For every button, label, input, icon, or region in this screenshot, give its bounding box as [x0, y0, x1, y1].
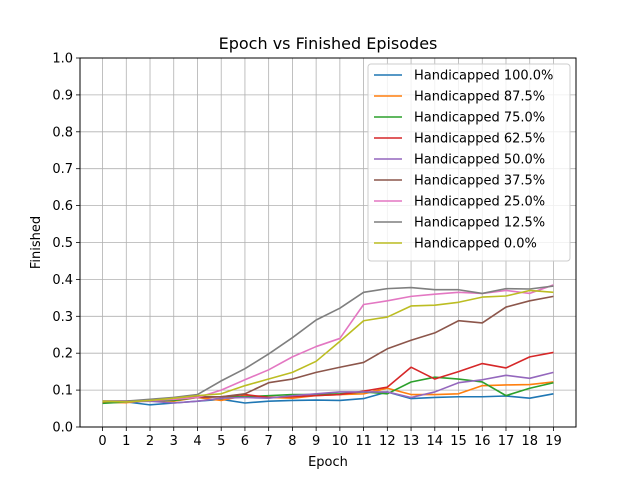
y-tick-label: 0.6: [52, 199, 73, 214]
y-axis-title: Finished: [29, 216, 44, 269]
y-tick-label: 0.3: [52, 310, 73, 325]
y-tick-label: 0.0: [52, 421, 73, 436]
x-tick-label: 11: [355, 434, 372, 449]
series-line-2: [102, 376, 554, 405]
legend: Handicapped 100.0% Handicapped 87.5% Handi…: [367, 63, 571, 262]
legend-label: Handicapped 100.0%: [414, 69, 553, 84]
axis-ticks: 0 1 2 3 4 5 6 7 8 9 10 11 12 13 14 15 16 17 18 190.00.10.20…: [52, 52, 561, 450]
y-tick-label: 0.8: [52, 125, 73, 140]
y-tick-label: 0.2: [52, 347, 73, 362]
x-tick-label: 1: [122, 434, 130, 449]
y-tick-label: 0.7: [52, 162, 73, 177]
y-tick-label: 0.5: [52, 236, 73, 251]
x-tick-label: 8: [288, 434, 296, 449]
x-tick-label: 7: [265, 434, 273, 449]
legend-label: Handicapped 87.5%: [414, 90, 545, 105]
x-tick-label: 14: [427, 434, 444, 449]
x-tick-label: 13: [403, 434, 420, 449]
x-tick-label: 12: [379, 434, 396, 449]
legend-label: Handicapped 37.5%: [414, 174, 545, 189]
legend-label: Handicapped 25.0%: [414, 195, 545, 210]
x-tick-label: 3: [170, 434, 178, 449]
x-tick-label: 10: [332, 434, 349, 449]
x-tick-label: 5: [217, 434, 225, 449]
chart-title: Epoch vs Finished Episodes: [219, 34, 438, 53]
x-axis-title: Epoch: [308, 455, 348, 470]
y-tick-label: 0.1: [52, 384, 73, 399]
legend-label: Handicapped 62.5%: [414, 132, 545, 147]
x-tick-label: 4: [193, 434, 201, 449]
series-line-8: [102, 289, 554, 403]
x-tick-label: 17: [498, 434, 515, 449]
y-tick-label: 1.0: [52, 52, 73, 67]
series-line-4: [102, 371, 554, 404]
series-lines: [102, 284, 554, 406]
legend-box: [367, 63, 571, 262]
legend-label: Handicapped 0.0%: [414, 237, 537, 252]
x-tick-label: 2: [146, 434, 154, 449]
y-tick-label: 0.9: [52, 88, 73, 103]
legend-label: Handicapped 75.0%: [414, 111, 545, 126]
y-tick-label: 0.4: [52, 273, 73, 288]
x-tick-label: 16: [474, 434, 491, 449]
x-tick-label: 6: [241, 434, 249, 449]
x-tick-label: 0: [98, 434, 106, 449]
legend-label: Handicapped 12.5%: [414, 216, 545, 231]
x-tick-label: 15: [450, 434, 467, 449]
x-tick-label: 19: [545, 434, 562, 449]
legend-label: Handicapped 50.0%: [414, 153, 545, 168]
x-tick-label: 9: [312, 434, 320, 449]
x-tick-label: 18: [521, 434, 538, 449]
